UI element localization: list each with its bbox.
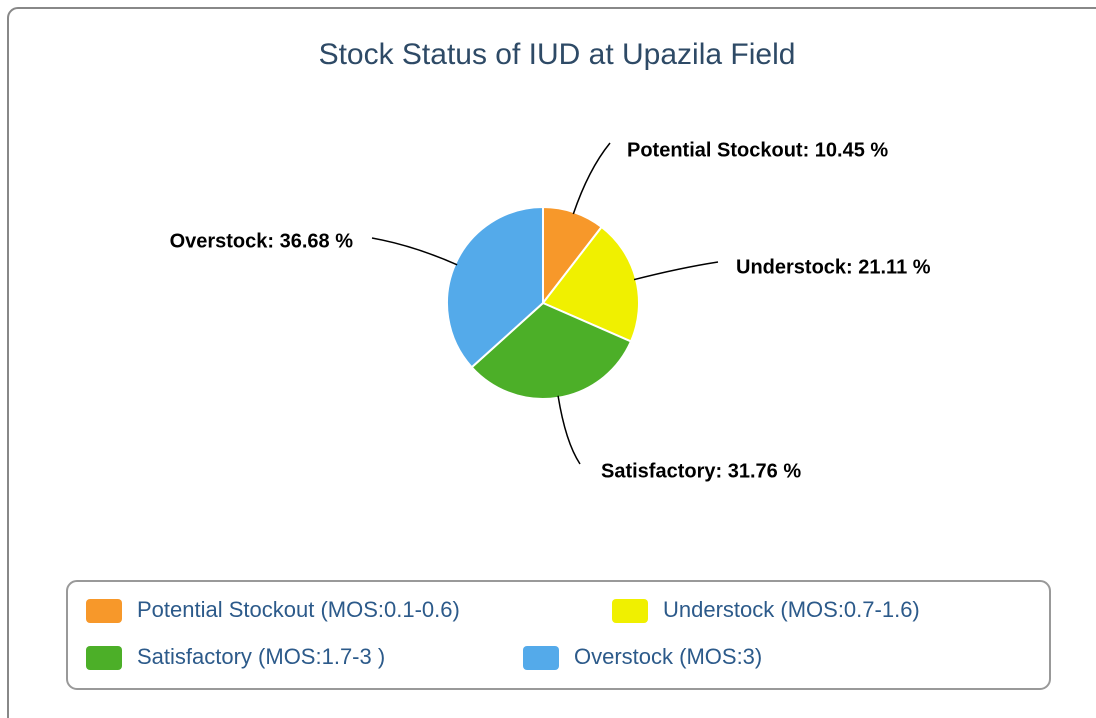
data-label: Potential Stockout: 10.45 %	[627, 139, 888, 161]
legend-label: Potential Stockout (MOS:0.1-0.6)	[137, 597, 460, 622]
legend-label: Overstock (MOS:3)	[574, 644, 762, 669]
data-label: Satisfactory: 31.76 %	[601, 460, 801, 482]
legend-swatch	[612, 599, 648, 623]
legend-swatch	[86, 646, 122, 670]
chart-title: Stock Status of IUD at Upazila Field	[319, 38, 796, 71]
data-label: Understock: 21.11 %	[736, 256, 931, 278]
leader-line	[371, 237, 458, 266]
leader-line	[633, 261, 719, 281]
legend-label: Understock (MOS:0.7-1.6)	[663, 597, 920, 622]
legend-box	[66, 580, 1051, 690]
leader-line	[572, 142, 611, 215]
leader-line	[557, 395, 581, 465]
legend-swatch	[523, 646, 559, 670]
legend-label: Satisfactory (MOS:1.7-3 )	[137, 644, 385, 669]
legend-swatch	[86, 599, 122, 623]
data-label: Overstock: 36.68 %	[170, 230, 354, 252]
